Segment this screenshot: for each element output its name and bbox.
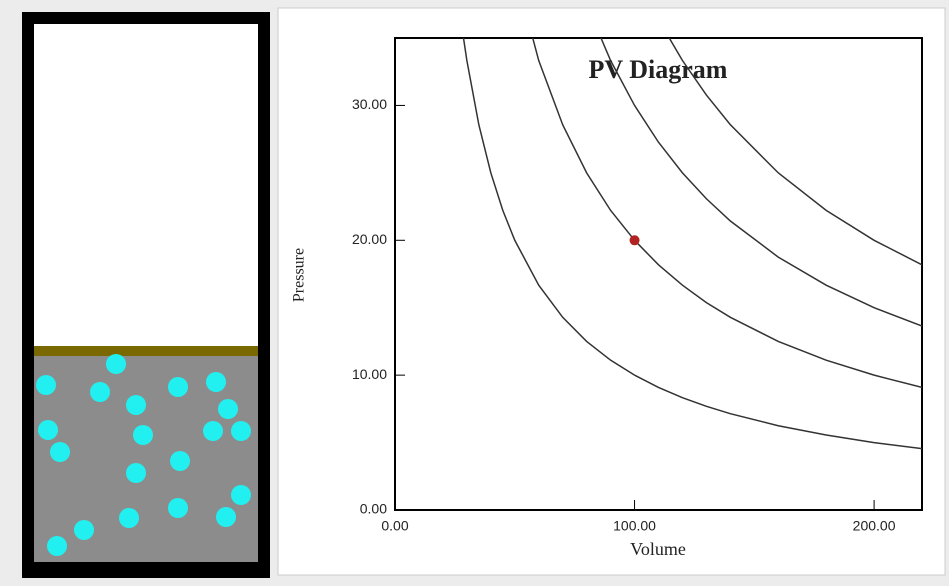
- empty-space: [34, 24, 258, 348]
- plot-panel: [277, 7, 946, 576]
- x-tick-label: 200.00: [853, 518, 896, 534]
- piston-container: [22, 12, 270, 578]
- state-point: [629, 235, 640, 246]
- y-tick-label: 10.00: [352, 366, 387, 382]
- chart-title: PV Diagram: [589, 55, 728, 84]
- x-tick-label: 100.00: [613, 518, 656, 534]
- isotherm: [531, 38, 922, 389]
- y-tick-label: 0.00: [360, 501, 387, 517]
- y-tick-label: 30.00: [352, 96, 387, 112]
- particles: [36, 354, 251, 556]
- x-tick-label: 0.00: [381, 518, 408, 534]
- piston: [34, 346, 258, 356]
- isotherm: [600, 38, 922, 327]
- isotherm: [462, 38, 922, 450]
- isotherm: [668, 38, 922, 266]
- plot-frame: [394, 37, 923, 511]
- x-axis-label: Volume: [630, 539, 686, 559]
- y-tick-label: 20.00: [352, 231, 387, 247]
- y-axis-label: Pressure: [291, 248, 308, 302]
